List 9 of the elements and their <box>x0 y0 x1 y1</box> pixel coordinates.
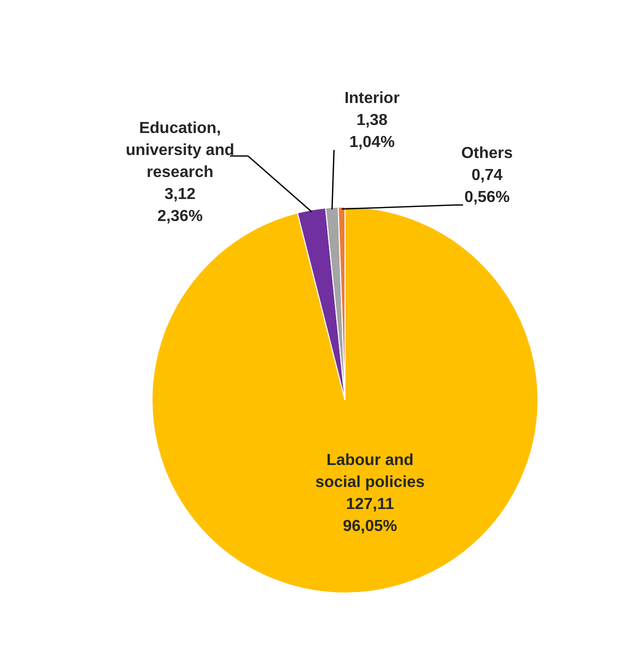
slice-label: Interior <box>344 90 400 107</box>
data-label: 3,12 2,36% <box>157 186 203 225</box>
pie-slice <box>152 206 538 594</box>
data-label: 1,38 1,04% <box>349 112 395 151</box>
slice-label: Education, university and research <box>126 120 234 181</box>
slice-label: Labour and social policies <box>315 452 425 491</box>
data-label: 0,74 0,56% <box>464 167 510 206</box>
data-label: 127,11 96,05% <box>342 496 398 535</box>
slice-label: Others <box>461 145 513 162</box>
